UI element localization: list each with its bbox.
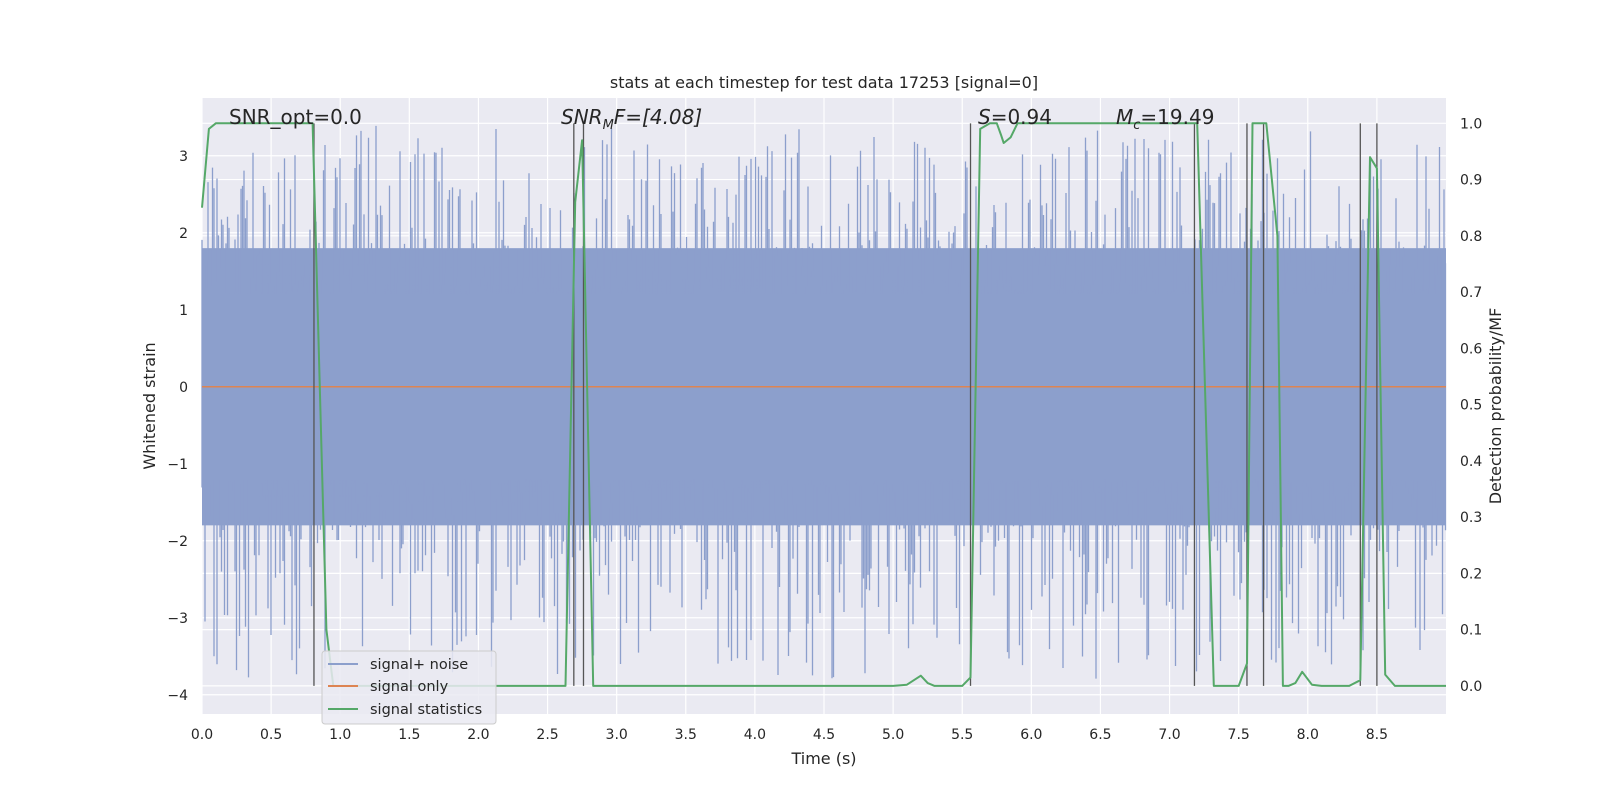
annotation-snr-mf-value: F=[4.08] bbox=[614, 105, 702, 129]
x-tick-label: 6.5 bbox=[1089, 727, 1111, 743]
y-left-tick-label: −2 bbox=[167, 534, 188, 550]
y-right-tick-label: 0.9 bbox=[1460, 173, 1482, 189]
y-right-tick-label: 0.8 bbox=[1460, 229, 1482, 245]
x-axis-label: Time (s) bbox=[790, 749, 856, 768]
y-left-tick-label: −4 bbox=[167, 688, 188, 704]
y-axis-left-label: Whitened strain bbox=[140, 342, 159, 469]
x-tick-label: 5.0 bbox=[882, 727, 904, 743]
x-tick-label: 5.5 bbox=[951, 727, 973, 743]
y-left-tick-label: 3 bbox=[179, 149, 188, 165]
annotation-snr-mf: SNRMF=[4.08] bbox=[561, 105, 702, 133]
annotation-mc-value: =19.49 bbox=[1140, 105, 1214, 129]
legend: signal+ noise signal only signal statist… bbox=[322, 651, 496, 724]
x-tick-label: 2.5 bbox=[536, 727, 558, 743]
x-tick-label: 0.5 bbox=[260, 727, 282, 743]
y-right-tick-label: 0.5 bbox=[1460, 398, 1482, 414]
y-left-tick-label: 2 bbox=[179, 226, 188, 242]
annotation-chirp-mass: Mc=19.49 bbox=[1116, 105, 1214, 133]
x-tick-label: 2.0 bbox=[467, 727, 489, 743]
annotation-s-value: =0.94 bbox=[991, 105, 1052, 129]
y-right-tick-label: 1.0 bbox=[1460, 116, 1482, 132]
annotation-mc-symbol: M bbox=[1116, 105, 1133, 129]
y-right-tick-label: 0.2 bbox=[1460, 566, 1482, 582]
x-tick-label: 1.0 bbox=[329, 727, 351, 743]
legend-label-signal: signal only bbox=[370, 679, 449, 695]
x-tick-label: 0.0 bbox=[191, 727, 213, 743]
legend-label-statistics: signal statistics bbox=[370, 702, 482, 718]
y-left-tick-label: −1 bbox=[167, 457, 188, 473]
x-tick-label: 4.0 bbox=[744, 727, 766, 743]
x-tick-label: 6.0 bbox=[1020, 727, 1042, 743]
x-tick-label: 7.0 bbox=[1158, 727, 1180, 743]
annotation-snr-opt: SNR_opt=0.0 bbox=[229, 105, 362, 129]
y-left-tick-label: 0 bbox=[179, 380, 188, 396]
x-tick-label: 3.0 bbox=[606, 727, 628, 743]
annotation-snr-mf-subscript: M bbox=[603, 118, 614, 133]
y-right-tick-label: 0.1 bbox=[1460, 623, 1482, 639]
x-tick-label: 4.5 bbox=[813, 727, 835, 743]
y-right-tick-label: 0.0 bbox=[1460, 679, 1482, 695]
x-tick-label: 3.5 bbox=[675, 727, 697, 743]
annotation-s: S=0.94 bbox=[978, 105, 1052, 129]
x-tick-label: 7.5 bbox=[1228, 727, 1250, 743]
annotation-snr-mf-base: SNR bbox=[561, 105, 603, 129]
y-right-tick-label: 0.3 bbox=[1460, 510, 1482, 526]
annotation-mc-subscript: c bbox=[1133, 118, 1140, 133]
y-right-tick-label: 0.6 bbox=[1460, 341, 1482, 357]
y-left-tick-label: 1 bbox=[179, 303, 188, 319]
x-tick-label: 8.5 bbox=[1366, 727, 1388, 743]
y-right-tick-label: 0.7 bbox=[1460, 285, 1482, 301]
y-axis-right-label: Detection probability/MF bbox=[1486, 308, 1505, 505]
chart-title: stats at each timestep for test data 172… bbox=[610, 73, 1038, 92]
x-tick-label: 1.5 bbox=[398, 727, 420, 743]
y-right-tick-label: 0.4 bbox=[1460, 454, 1482, 470]
legend-label-noise: signal+ noise bbox=[370, 657, 468, 673]
x-tick-label: 8.0 bbox=[1297, 727, 1319, 743]
annotation-s-symbol: S bbox=[978, 105, 991, 129]
y-left-tick-label: −3 bbox=[167, 611, 188, 627]
